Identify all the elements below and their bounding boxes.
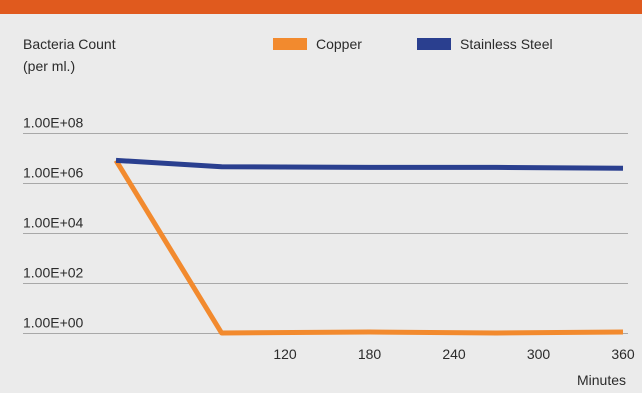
series-line-copper	[113, 159, 624, 336]
x-tick-label: 120	[273, 346, 297, 362]
legend-label-copper: Copper	[316, 36, 362, 52]
legend-swatch-stainless-steel	[417, 38, 451, 50]
legend-swatch-copper	[273, 38, 307, 50]
y-tick-label: 1.00E+06	[23, 165, 84, 181]
legend-item-stainless-steel: Stainless Steel	[417, 36, 553, 52]
y-tick-label: 1.00E+00	[23, 315, 84, 331]
y-tick-label: 1.00E+04	[23, 215, 84, 231]
x-tick-label: 180	[358, 346, 382, 362]
x-tick-label: 360	[611, 346, 635, 362]
y-axis-label-line2: (per ml.)	[23, 58, 76, 74]
series-line-stainless-steel	[115, 157, 624, 171]
x-tick-label: 240	[442, 346, 466, 362]
top-accent-bar	[0, 0, 642, 14]
x-axis-label: Minutes	[577, 372, 627, 388]
y-tick-label: 1.00E+08	[23, 115, 84, 131]
legend-item-copper: Copper	[273, 36, 362, 52]
y-tick-label: 1.00E+02	[23, 265, 84, 281]
legend-label-stainless-steel: Stainless Steel	[460, 36, 553, 52]
y-axis-label-line1: Bacteria Count	[23, 36, 116, 52]
x-tick-label: 300	[527, 346, 551, 362]
